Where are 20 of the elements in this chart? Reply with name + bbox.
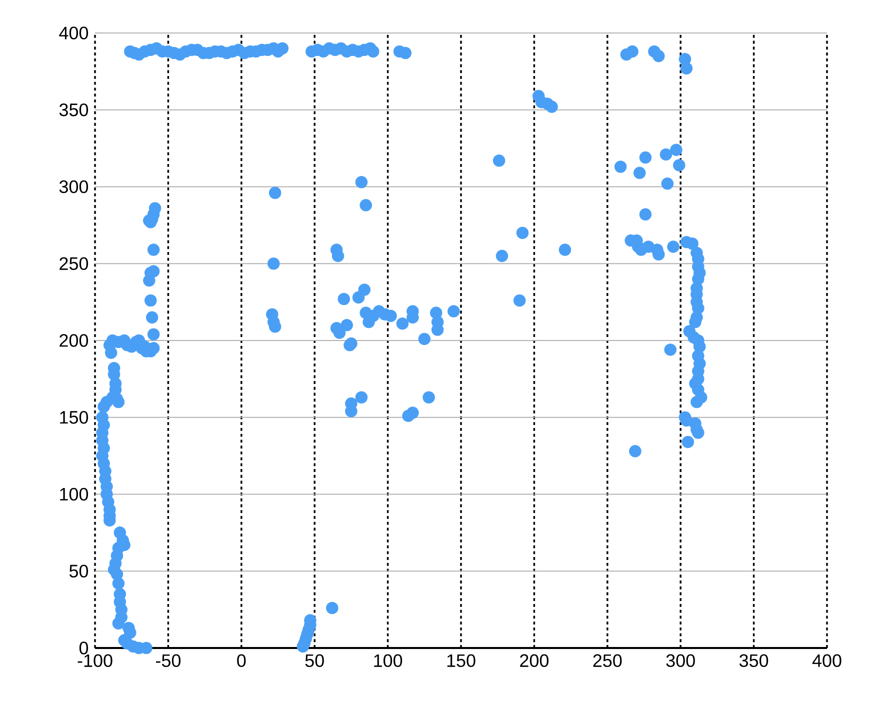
x-tick-label: 350 (739, 654, 768, 667)
x-tick-label: 200 (520, 654, 549, 667)
y-tick-label: 100 (60, 488, 88, 501)
y-tick-label: 400 (59, 26, 88, 40)
y-tick-label: 50 (69, 564, 88, 578)
y-tick-label: 350 (59, 104, 88, 116)
y-tick-label: 0 (79, 642, 88, 654)
y-tick-label: 200 (60, 334, 88, 347)
x-tick-label: -100 (78, 654, 112, 667)
x-tick-label: 150 (447, 654, 476, 667)
x-tick-label: 250 (593, 654, 622, 667)
x-tick-label: 300 (666, 654, 695, 667)
x-tick-label: 100 (374, 654, 402, 667)
y-tick-label: 300 (59, 180, 88, 194)
x-tick-label: 400 (812, 654, 842, 667)
x-tick-label: -50 (156, 654, 181, 667)
x-tick-label: 0 (237, 654, 246, 667)
x-tick-label: 50 (305, 654, 324, 667)
y-tick-label: 250 (60, 257, 88, 270)
y-tick-label: 150 (60, 410, 88, 424)
